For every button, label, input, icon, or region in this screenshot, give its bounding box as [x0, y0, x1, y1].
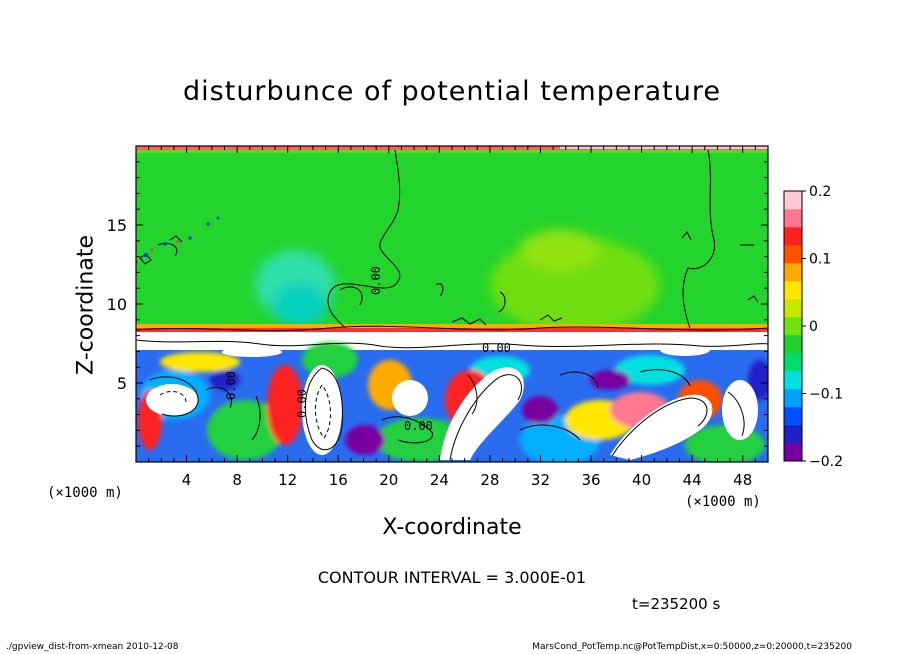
- colorbar-swatch: [784, 371, 802, 390]
- colorbar-swatch: [784, 281, 802, 300]
- colorbar-swatch: [784, 389, 802, 408]
- colorbar-swatch: [784, 407, 802, 426]
- colorbar-swatch: [784, 299, 802, 318]
- x-tick-label: 8: [232, 471, 242, 489]
- x-tick-label: 16: [329, 471, 348, 489]
- y-tick-label: 15: [107, 216, 127, 235]
- colorbar-tick-label: −0.1: [809, 387, 843, 403]
- y-axis: 5 10 15: [107, 161, 768, 447]
- contour-lines: [136, 149, 768, 461]
- colorbar-tick-label: −0.2: [809, 454, 843, 470]
- contour-label: 0.00: [404, 419, 433, 433]
- x-tick-label: 44: [683, 471, 702, 489]
- colorbar-tick-label: 0.1: [809, 252, 831, 268]
- footer-data-source: MarsCond_PotTemp.nc@PotTempDist,x=0:5000…: [532, 642, 852, 652]
- colorbar-swatch: [784, 191, 802, 210]
- x-tick-label: 40: [632, 471, 651, 489]
- colorbar-swatch: [784, 209, 802, 228]
- contour-interval-note: CONTOUR INTERVAL = 3.000E-01: [317, 568, 587, 587]
- x-axis: 4 8 12 16 20 24 28 32 36 40 44 48: [148, 146, 756, 489]
- colorbar-swatch: [784, 263, 802, 282]
- colorbar-swatch: [784, 425, 802, 444]
- y-axis-unit: (×1000 m): [47, 485, 123, 501]
- colorbar-swatch: [784, 353, 802, 372]
- x-axis-label: X-coordinate: [382, 515, 522, 540]
- y-axis-label: Z-coordinate: [73, 235, 99, 375]
- colorbar: 0.2 0.1 0 −0.1 −0.2: [783, 184, 843, 470]
- x-tick-label: 20: [379, 471, 398, 489]
- x-tick-label: 24: [430, 471, 449, 489]
- potential-temperature-field: 0.00 0.00 0.00 0.00 0.00: [136, 146, 768, 462]
- x-tick-label: 12: [278, 471, 297, 489]
- y-tick-label: 10: [107, 295, 127, 314]
- colorbar-swatch: [784, 335, 802, 354]
- contour-label: 0.00: [369, 266, 383, 295]
- time-stamp: t=235200 s: [632, 595, 721, 613]
- footer-script-name: ./gpview_dist-from-xmean 2010-12-08: [6, 642, 179, 652]
- contour-label: 0.00: [224, 371, 238, 400]
- x-tick-label: 32: [531, 471, 550, 489]
- colorbar-tick-label: 0: [809, 319, 818, 335]
- x-tick-label: 28: [480, 471, 499, 489]
- contour-label: 0.00: [482, 341, 511, 355]
- colorbar-swatch: [784, 227, 802, 246]
- contour-label: 0.00: [295, 389, 309, 418]
- x-tick-label: 4: [182, 471, 192, 489]
- x-axis-unit: (×1000 m): [685, 494, 761, 510]
- x-tick-label: 48: [733, 471, 752, 489]
- colorbar-swatch: [784, 443, 802, 462]
- x-tick-label: 36: [581, 471, 600, 489]
- colorbar-swatch: [784, 317, 802, 336]
- y-tick-label: 5: [117, 374, 127, 393]
- colorbar-swatch: [784, 245, 802, 264]
- chart-title: disturbunce of potential temperature: [183, 76, 721, 107]
- colorbar-tick-label: 0.2: [809, 184, 831, 200]
